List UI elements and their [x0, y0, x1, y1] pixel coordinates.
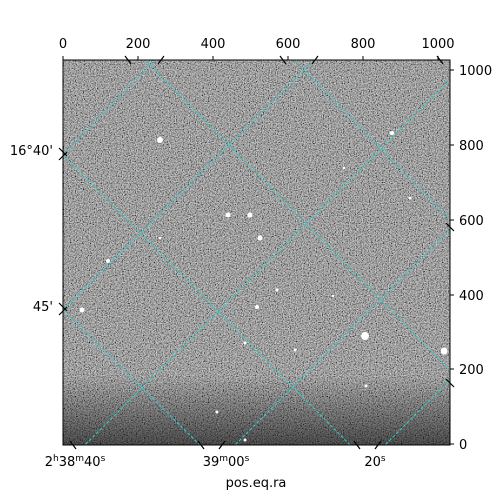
right-tick-label: 400: [459, 289, 484, 304]
bright-source: [390, 131, 394, 135]
right-tick-label: 0: [459, 438, 467, 453]
right-tick-400: 400: [450, 289, 484, 304]
bright-source: [257, 235, 263, 241]
right-tick-1000: 1000: [450, 64, 492, 79]
bright-source: [79, 307, 85, 313]
bright-source: [106, 259, 110, 263]
right-tick-800: 800: [450, 139, 484, 154]
right-pixel-axis: 0 200 400 600 800 1000: [450, 64, 492, 453]
bright-source: [364, 384, 368, 388]
grid-line: [234, 229, 450, 445]
bright-source: [408, 196, 412, 200]
right-tick-0: 0: [450, 438, 467, 453]
bright-source: [215, 410, 219, 414]
right-tick-label: 1000: [459, 64, 492, 79]
grid-line: [63, 309, 201, 445]
top-tick-label: 200: [126, 37, 151, 52]
bright-source: [342, 166, 346, 170]
bright-source: [158, 236, 162, 240]
x-axis-label: pos.eq.ra: [226, 476, 287, 491]
ra-tick-label-2: 39m00s: [203, 454, 250, 470]
top-tick-label: 1000: [421, 37, 454, 52]
top-tick-0: 0: [59, 37, 67, 60]
bright-sources: [79, 131, 448, 442]
top-tick-400: 400: [201, 37, 226, 60]
right-tick-label: 600: [459, 214, 484, 229]
ra-tick-label-3: 20s: [364, 454, 386, 470]
bright-source: [243, 438, 247, 442]
top-tick-label: 800: [351, 37, 376, 52]
grid-line: [294, 60, 450, 221]
top-tick-label: 400: [201, 37, 226, 52]
right-tick-200: 200: [450, 363, 484, 378]
bright-source: [247, 212, 253, 218]
bright-source: [361, 332, 369, 340]
sky-image: [63, 60, 450, 445]
coordinate-grid: [63, 60, 450, 445]
top-pixel-axis: 0 200 400 600 800 1000: [59, 37, 455, 60]
top-tick-800: 800: [351, 37, 376, 60]
bright-source: [275, 288, 279, 292]
bright-source: [331, 294, 335, 298]
bright-source: [225, 212, 231, 218]
top-tick-600: 600: [276, 37, 301, 60]
dec-tick-label-1: 16°40': [10, 144, 53, 159]
right-tick-label: 800: [459, 139, 484, 154]
grid-line: [84, 79, 450, 445]
grid-line: [63, 154, 351, 445]
right-tick-600: 600: [450, 214, 484, 229]
grid-line: [384, 379, 450, 445]
top-tick-200: 200: [126, 37, 151, 60]
ra-tick-label-1: 2h38m40s: [45, 454, 106, 470]
grid-line: [63, 60, 316, 311]
world-ticks: [58, 55, 455, 450]
top-tick-label: 600: [276, 37, 301, 52]
top-tick-label: 0: [59, 37, 67, 52]
bright-source: [243, 341, 247, 345]
bright-source: [440, 347, 448, 355]
right-tick-label: 200: [459, 363, 484, 378]
bright-source: [157, 137, 163, 143]
bright-source: [255, 305, 259, 309]
plot-frame: [62, 59, 451, 446]
dec-tick-label-2: 45': [33, 300, 53, 315]
bright-source: [293, 348, 297, 352]
grid-line: [63, 60, 156, 156]
